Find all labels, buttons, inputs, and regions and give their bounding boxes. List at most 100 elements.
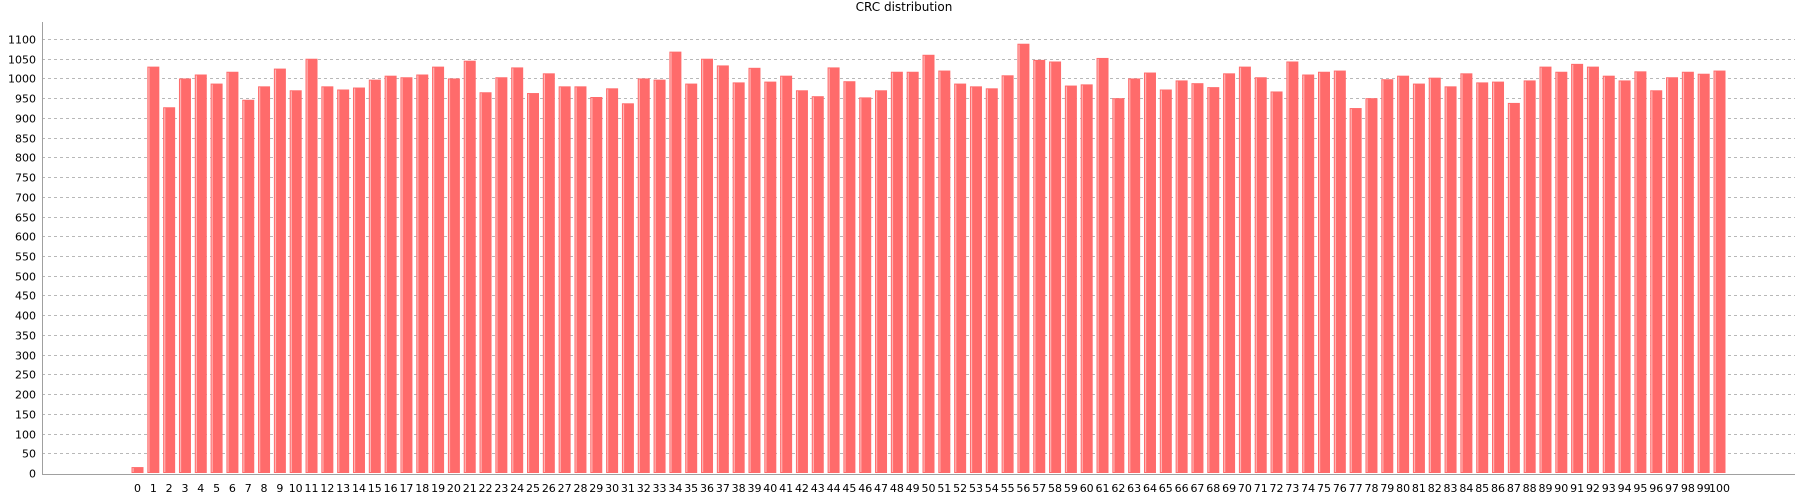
x-tick-label: 28 bbox=[573, 482, 587, 495]
x-tick-label: 40 bbox=[763, 482, 777, 495]
bar bbox=[1476, 82, 1489, 474]
x-tick-label: 72 bbox=[1270, 482, 1284, 495]
bar bbox=[795, 90, 808, 473]
bar-highlight bbox=[1224, 74, 1226, 472]
bar-fill bbox=[1270, 91, 1283, 473]
bar-fill bbox=[1049, 61, 1062, 474]
bar-highlight bbox=[1350, 109, 1352, 473]
bar bbox=[384, 75, 397, 473]
bar bbox=[1697, 73, 1710, 473]
bar-highlight bbox=[1382, 80, 1384, 473]
bar-highlight bbox=[1413, 84, 1416, 472]
bar-fill bbox=[1096, 57, 1109, 473]
x-tick-label: 31 bbox=[621, 482, 635, 495]
x-tick-label: 25 bbox=[526, 482, 540, 495]
bar-fill bbox=[1159, 89, 1172, 473]
bar-fill bbox=[653, 79, 666, 473]
bar bbox=[890, 71, 903, 473]
y-tick-label: 900 bbox=[15, 113, 36, 126]
x-tick-label: 27 bbox=[558, 482, 572, 495]
bar-fill bbox=[1713, 70, 1726, 473]
x-tick-label: 49 bbox=[906, 482, 920, 495]
bar-fill bbox=[432, 66, 445, 474]
bar bbox=[542, 73, 555, 473]
bar-highlight bbox=[1303, 75, 1305, 472]
bar bbox=[1333, 70, 1346, 473]
bar-fill bbox=[1191, 83, 1204, 473]
bar-fill bbox=[416, 74, 429, 473]
bar-fill bbox=[890, 71, 903, 473]
x-tick-label: 5 bbox=[213, 482, 220, 495]
y-tick-label: 550 bbox=[15, 251, 36, 264]
bar-fill bbox=[1634, 71, 1647, 473]
bar bbox=[210, 83, 223, 473]
x-tick-label: 95 bbox=[1633, 482, 1647, 495]
y-tick-labels: 0 50 100 150 200 250 300 350 400 450 500 550 600 650 7… bbox=[8, 34, 36, 481]
x-tick-label: 82 bbox=[1428, 482, 1442, 495]
x-tick-label: 90 bbox=[1554, 482, 1568, 495]
bar-fill bbox=[1286, 61, 1299, 474]
bar-fill bbox=[163, 107, 176, 473]
bar-highlight bbox=[512, 68, 514, 472]
bar bbox=[321, 86, 334, 473]
x-tick-label: 52 bbox=[953, 482, 967, 495]
bar-highlight bbox=[765, 82, 767, 473]
bar-highlight bbox=[702, 59, 704, 472]
bar bbox=[1555, 71, 1568, 473]
x-tick-label: 87 bbox=[1507, 482, 1521, 495]
x-tick-label: 65 bbox=[1159, 482, 1173, 495]
bar bbox=[463, 60, 476, 473]
y-tick-label: 350 bbox=[15, 330, 36, 343]
x-tick-label: 6 bbox=[229, 482, 236, 495]
bar-fill bbox=[843, 81, 856, 473]
bar-highlight bbox=[844, 82, 846, 472]
bar bbox=[938, 70, 951, 473]
bar-fill bbox=[1318, 71, 1330, 473]
bar-highlight bbox=[1429, 78, 1431, 473]
x-tick-label: 64 bbox=[1143, 482, 1157, 495]
bar-fill bbox=[337, 89, 350, 473]
bar bbox=[289, 90, 302, 473]
x-tick-label: 11 bbox=[305, 482, 319, 495]
bar-fill bbox=[226, 71, 239, 473]
x-tick-label: 70 bbox=[1238, 482, 1252, 495]
bar bbox=[131, 467, 144, 473]
bar-highlight bbox=[607, 89, 609, 472]
bar bbox=[811, 96, 824, 474]
bar-fill bbox=[194, 74, 207, 473]
bar-highlight bbox=[338, 90, 340, 472]
bar bbox=[732, 82, 745, 474]
x-tick-label: 60 bbox=[1080, 482, 1094, 495]
bar-highlight bbox=[622, 104, 625, 472]
bar-highlight bbox=[796, 91, 799, 472]
bar-highlight bbox=[1540, 67, 1542, 473]
x-tick-label: 26 bbox=[542, 482, 556, 495]
bar bbox=[1033, 59, 1046, 473]
bar-fill bbox=[1333, 70, 1346, 473]
x-tick-label: 12 bbox=[320, 482, 334, 495]
x-tick-label: 10 bbox=[289, 482, 303, 495]
x-tick-label: 16 bbox=[384, 482, 398, 495]
bar bbox=[1602, 75, 1615, 473]
bar-highlight bbox=[1113, 99, 1115, 473]
bar bbox=[1523, 80, 1536, 474]
bar-fill bbox=[210, 83, 223, 473]
bar-highlight bbox=[259, 87, 261, 472]
x-tick-label: 29 bbox=[589, 482, 603, 495]
x-tick-label: 92 bbox=[1586, 482, 1600, 495]
bar bbox=[606, 88, 619, 473]
bar-fill bbox=[1080, 84, 1093, 474]
x-tick-label: 17 bbox=[399, 482, 413, 495]
bar-highlight bbox=[812, 97, 814, 473]
bar bbox=[748, 67, 761, 474]
bar-highlight bbox=[828, 68, 830, 472]
bar-fill bbox=[305, 58, 318, 473]
bar bbox=[922, 54, 935, 473]
bar bbox=[1049, 61, 1062, 474]
bar bbox=[1143, 72, 1156, 473]
x-tick-label: 83 bbox=[1444, 482, 1458, 495]
y-tick-label: 50 bbox=[22, 448, 36, 461]
bar-highlight bbox=[670, 52, 672, 472]
bar-fill bbox=[1128, 78, 1141, 473]
